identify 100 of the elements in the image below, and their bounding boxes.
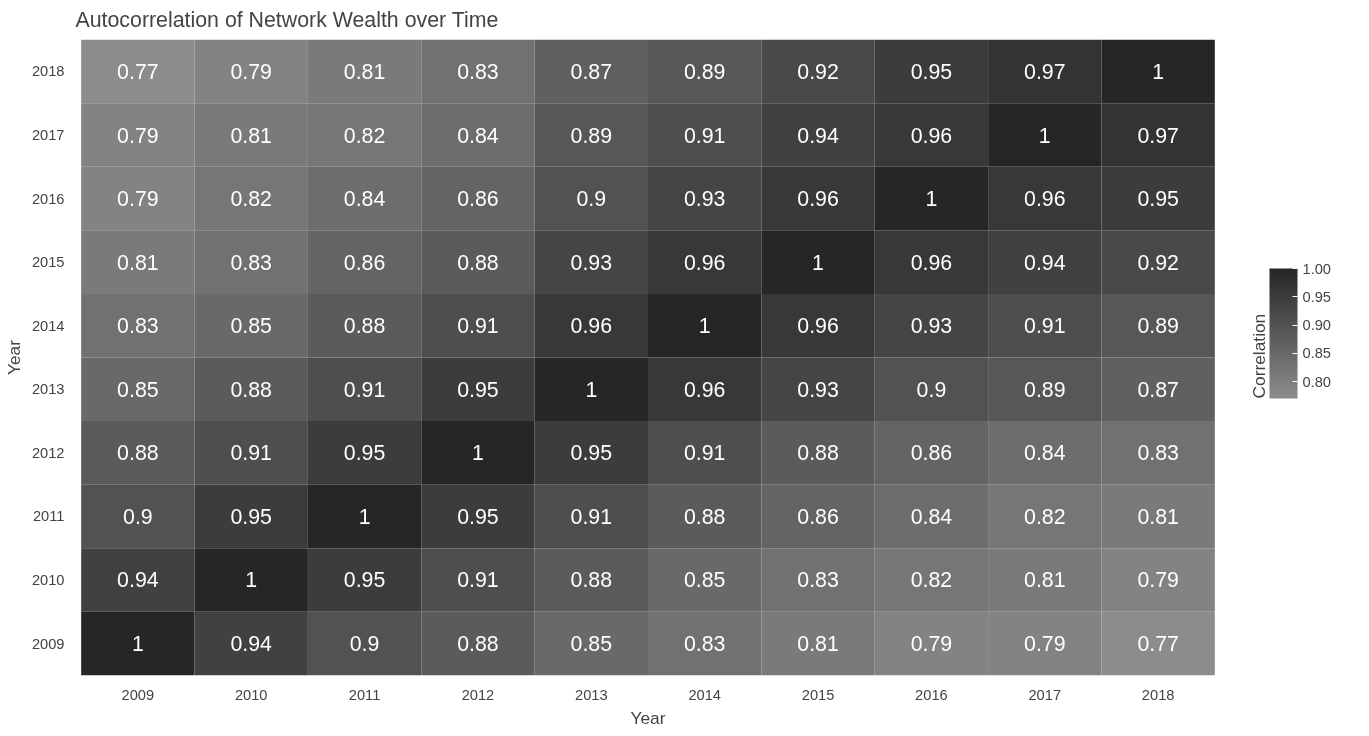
data-label: 0.81: [1137, 504, 1179, 529]
x-axis-title: Year: [630, 707, 666, 728]
data-label: 0.81: [1024, 568, 1066, 593]
data-label: 0.83: [683, 632, 726, 657]
data-label: 0.96: [910, 250, 953, 275]
data-label: 0.87: [1137, 377, 1179, 402]
data-label: 0.96: [1024, 187, 1066, 212]
data-label: 0.81: [230, 123, 272, 148]
data-label: 0.84: [910, 504, 953, 529]
data-label: 0.95: [343, 568, 386, 593]
y-tick-label: 2012: [31, 444, 65, 461]
data-label: 1: [472, 441, 484, 466]
y-tick-label: 2017: [31, 127, 65, 144]
data-label: 0.97: [1024, 59, 1066, 84]
data-label: 0.86: [910, 441, 953, 466]
data-label: 0.84: [457, 123, 499, 148]
x-tick-label: 2017: [1028, 686, 1062, 703]
color-bar-label: 0.80: [1302, 373, 1332, 390]
data-label: 0.95: [1137, 187, 1179, 212]
data-label: 0.95: [570, 441, 613, 466]
data-label: 0.86: [797, 504, 839, 529]
data-label: 1: [358, 504, 371, 529]
chart-title: Autocorrelation of Network Wealth over Time: [75, 7, 499, 32]
data-label: 0.93: [683, 187, 726, 212]
data-label: 0.88: [797, 441, 839, 466]
data-label: 0.87: [570, 59, 613, 84]
x-tick-label: 2015: [801, 686, 835, 703]
data-label: 0.83: [1137, 441, 1179, 466]
data-label: 0.89: [1137, 314, 1179, 339]
x-tick-label: 2014: [688, 686, 721, 703]
data-label: 0.95: [457, 504, 499, 529]
data-label: 1: [585, 377, 598, 402]
data-label: 0.93: [910, 314, 953, 339]
y-tick-label: 2015: [31, 254, 65, 271]
data-label: 0.79: [230, 59, 272, 84]
data-label: 0.88: [457, 250, 499, 275]
data-label: 0.91: [343, 377, 386, 402]
color-bar-label: 0.85: [1302, 345, 1332, 362]
data-label: 0.93: [797, 377, 839, 402]
x-tick-label: 2013: [575, 686, 608, 703]
y-axis-title: Year: [3, 339, 24, 376]
data-label: 0.88: [457, 632, 499, 657]
data-label: 0.95: [230, 504, 272, 529]
data-label: 0.96: [797, 187, 839, 212]
y-tick-label: 2009: [31, 635, 65, 652]
data-label: 0.96: [797, 314, 839, 339]
data-label: 0.95: [910, 59, 953, 84]
data-label: 1: [245, 568, 258, 593]
color-bar-label: 0.95: [1302, 288, 1332, 305]
data-label: 0.86: [457, 187, 499, 212]
data-label: 0.85: [570, 632, 613, 657]
data-label: 0.77: [117, 59, 159, 84]
data-label: 0.79: [117, 123, 159, 148]
data-label: 0.81: [797, 632, 839, 657]
data-label: 0.95: [343, 441, 386, 466]
data-label: 0.92: [1137, 250, 1179, 275]
data-label: 0.88: [683, 504, 726, 529]
data-label: 0.85: [230, 314, 272, 339]
data-label: 1: [1152, 59, 1165, 84]
y-tick-label: 2010: [31, 571, 65, 588]
data-label: 0.79: [117, 187, 159, 212]
data-label: 0.91: [683, 441, 726, 466]
data-label: 0.93: [570, 250, 613, 275]
data-label: 0.91: [1024, 314, 1066, 339]
color-bar-label: 0.90: [1302, 317, 1332, 334]
data-label: 0.88: [117, 441, 159, 466]
data-label: 0.96: [683, 250, 726, 275]
data-label: 0.83: [230, 250, 272, 275]
data-label: 0.96: [910, 123, 953, 148]
data-label: 0.91: [230, 441, 272, 466]
data-label: 0.84: [343, 187, 386, 212]
data-label: 0.96: [570, 314, 613, 339]
data-label: 0.83: [797, 568, 839, 593]
data-label: 0.82: [910, 568, 953, 593]
data-label: 0.82: [343, 123, 386, 148]
x-tick-label: 2011: [348, 686, 381, 703]
data-label: 0.97: [1137, 123, 1179, 148]
data-label: 0.94: [230, 632, 273, 657]
data-label: 0.9: [576, 187, 607, 212]
color-bar-title: Correlation: [1248, 313, 1269, 399]
data-label: 0.82: [230, 187, 272, 212]
data-label: 0.94: [117, 568, 159, 593]
data-label: 0.82: [1024, 504, 1066, 529]
x-tick-label: 2012: [461, 686, 495, 703]
data-label: 0.95: [457, 377, 499, 402]
data-label: 1: [925, 187, 938, 212]
x-tick-label: 2009: [121, 686, 155, 703]
data-label: 0.79: [1024, 632, 1066, 657]
data-label: 0.9: [916, 377, 947, 402]
data-label: 0.77: [1137, 632, 1179, 657]
data-label: 0.83: [457, 59, 499, 84]
data-label: 0.79: [1137, 568, 1179, 593]
data-label: 0.96: [683, 377, 726, 402]
data-label: 0.81: [343, 59, 386, 84]
data-label: 1: [1038, 123, 1051, 148]
data-label: 0.89: [683, 59, 726, 84]
data-label: 0.88: [230, 377, 272, 402]
data-label: 0.88: [570, 568, 613, 593]
data-label: 0.85: [117, 377, 159, 402]
data-label: 0.94: [1024, 250, 1066, 275]
